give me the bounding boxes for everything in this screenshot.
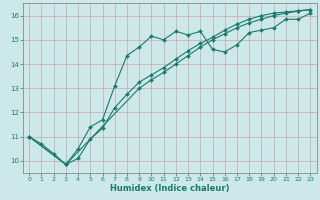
X-axis label: Humidex (Indice chaleur): Humidex (Indice chaleur) <box>110 184 229 193</box>
